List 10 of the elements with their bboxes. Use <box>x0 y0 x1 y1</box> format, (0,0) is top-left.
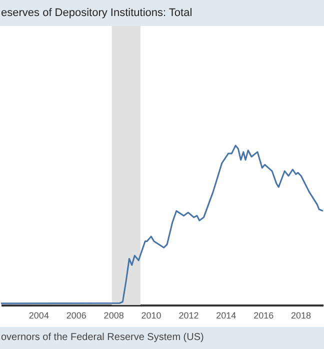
x-tick-label: 2008 <box>104 310 124 320</box>
x-tick-label: 2016 <box>254 310 274 320</box>
x-tick-label: 2004 <box>28 310 49 320</box>
text: overnors of the Federal Reserve System (US) <box>0 327 324 349</box>
x-tick-label: 2006 <box>66 310 86 320</box>
x-tick-label: 2010 <box>141 310 162 320</box>
x-tick-label: 2014 <box>216 310 236 320</box>
x-tick-label: 2012 <box>178 310 199 320</box>
chart-title: eserves of Depository Institutions: Total <box>0 0 324 26</box>
x-tick-label: 2018 <box>291 310 312 320</box>
